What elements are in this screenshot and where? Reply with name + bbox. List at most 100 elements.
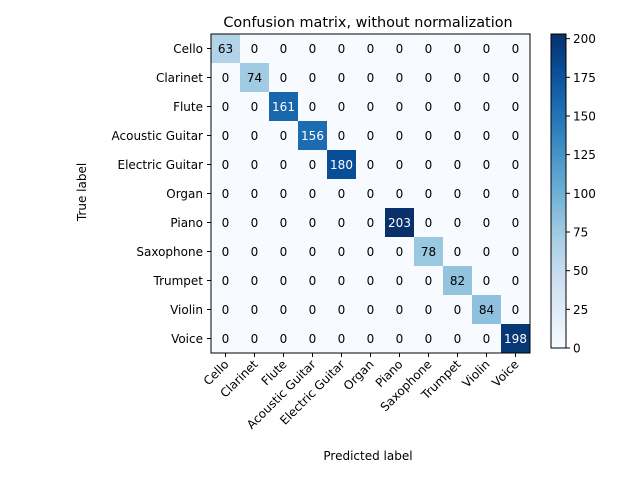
cell-value-label: 0 [425, 71, 433, 85]
cell-7-2 [269, 237, 299, 267]
cell-value-label: 0 [222, 303, 230, 317]
cell-7-1 [240, 237, 270, 267]
cell-value-label: 0 [280, 274, 288, 288]
cell-value-label: 0 [454, 187, 462, 201]
cell-value-label: 0 [396, 158, 404, 172]
cell-value-label: 0 [222, 245, 230, 259]
cell-9-4 [327, 295, 357, 325]
cell-4-8 [443, 150, 473, 180]
cell-value-label: 0 [454, 158, 462, 172]
cell-3-0 [211, 121, 241, 151]
cell-1-4 [327, 63, 357, 93]
cell-value-label: 0 [454, 332, 462, 346]
cell-9-0 [211, 295, 241, 325]
cell-value-label: 0 [367, 158, 375, 172]
cell-2-0 [211, 92, 241, 122]
cell-value-label: 0 [222, 71, 230, 85]
cell-5-3 [298, 179, 328, 209]
cell-6-7 [414, 208, 444, 238]
cell-8-4 [327, 266, 357, 296]
cell-0-7 [414, 34, 444, 64]
cell-1-3 [298, 63, 328, 93]
cell-value-label: 0 [512, 245, 520, 259]
cell-3-7 [414, 121, 444, 151]
cell-0-5 [356, 34, 386, 64]
cell-value-label: 0 [483, 100, 491, 114]
cell-value-label: 0 [251, 100, 259, 114]
cell-value-label: 0 [338, 274, 346, 288]
cell-7-4 [327, 237, 357, 267]
cell-value-label: 84 [479, 303, 494, 317]
cell-7-3 [298, 237, 328, 267]
x-tick-label: Voice [489, 357, 521, 389]
cell-8-0 [211, 266, 241, 296]
cell-8-3 [298, 266, 328, 296]
y-tick-label: Electric Guitar [117, 158, 203, 172]
cell-value-label: 0 [367, 71, 375, 85]
cell-value-label: 0 [512, 216, 520, 230]
cell-value-label: 0 [309, 100, 317, 114]
cell-6-9 [472, 208, 502, 238]
cell-7-9 [472, 237, 502, 267]
cell-8-1 [240, 266, 270, 296]
cell-value-label: 0 [280, 245, 288, 259]
cell-10-2 [269, 324, 299, 354]
cell-value-label: 0 [512, 42, 520, 56]
cell-value-label: 180 [330, 158, 353, 172]
cell-value-label: 0 [367, 187, 375, 201]
colorbar-tick-label: 0 [573, 342, 581, 356]
cell-value-label: 0 [367, 216, 375, 230]
cell-value-label: 0 [396, 187, 404, 201]
cell-value-label: 0 [338, 71, 346, 85]
cell-value-label: 0 [367, 274, 375, 288]
cell-6-5 [356, 208, 386, 238]
cell-value-label: 0 [512, 100, 520, 114]
cell-value-label: 0 [251, 303, 259, 317]
y-tick-label: Acoustic Guitar [112, 129, 204, 143]
cell-value-label: 0 [251, 332, 259, 346]
cell-value-label: 0 [454, 71, 462, 85]
cell-10-6 [385, 324, 415, 354]
cell-value-label: 0 [454, 216, 462, 230]
cell-1-2 [269, 63, 299, 93]
cell-value-label: 0 [425, 216, 433, 230]
cell-10-1 [240, 324, 270, 354]
cell-10-7 [414, 324, 444, 354]
cell-value-label: 0 [483, 187, 491, 201]
cell-3-3 [298, 121, 328, 151]
cell-value-label: 0 [396, 129, 404, 143]
cell-value-label: 156 [301, 129, 324, 143]
cell-value-label: 0 [425, 100, 433, 114]
cell-value-label: 0 [425, 42, 433, 56]
cell-10-4 [327, 324, 357, 354]
cell-value-label: 0 [222, 187, 230, 201]
y-tick-label: Clarinet [156, 71, 203, 85]
cell-value-label: 0 [454, 100, 462, 114]
cell-8-2 [269, 266, 299, 296]
cell-value-label: 0 [396, 332, 404, 346]
cell-value-label: 0 [309, 332, 317, 346]
cell-value-label: 0 [251, 245, 259, 259]
cell-5-9 [472, 179, 502, 209]
cell-10-8 [443, 324, 473, 354]
cell-value-label: 0 [280, 216, 288, 230]
cell-9-1 [240, 295, 270, 325]
cell-2-5 [356, 92, 386, 122]
colorbar-tick-label: 100 [573, 187, 596, 201]
colorbar: 0 25 50 75 100 125 150 175 200 [550, 32, 596, 356]
cell-value-label: 0 [280, 71, 288, 85]
cell-value-label: 0 [512, 129, 520, 143]
cell-value-label: 0 [425, 158, 433, 172]
cell-1-10 [501, 63, 531, 93]
y-tick-label: Trumpet [153, 274, 204, 288]
cell-7-10 [501, 237, 531, 267]
cell-value-label: 0 [367, 42, 375, 56]
cell-value-label: 0 [338, 303, 346, 317]
cell-4-4 [327, 150, 357, 180]
cell-2-1 [240, 92, 270, 122]
cell-value-label: 0 [309, 42, 317, 56]
cell-value-label: 0 [251, 216, 259, 230]
cell-6-6 [385, 208, 415, 238]
cell-8-7 [414, 266, 444, 296]
cell-value-label: 0 [222, 158, 230, 172]
